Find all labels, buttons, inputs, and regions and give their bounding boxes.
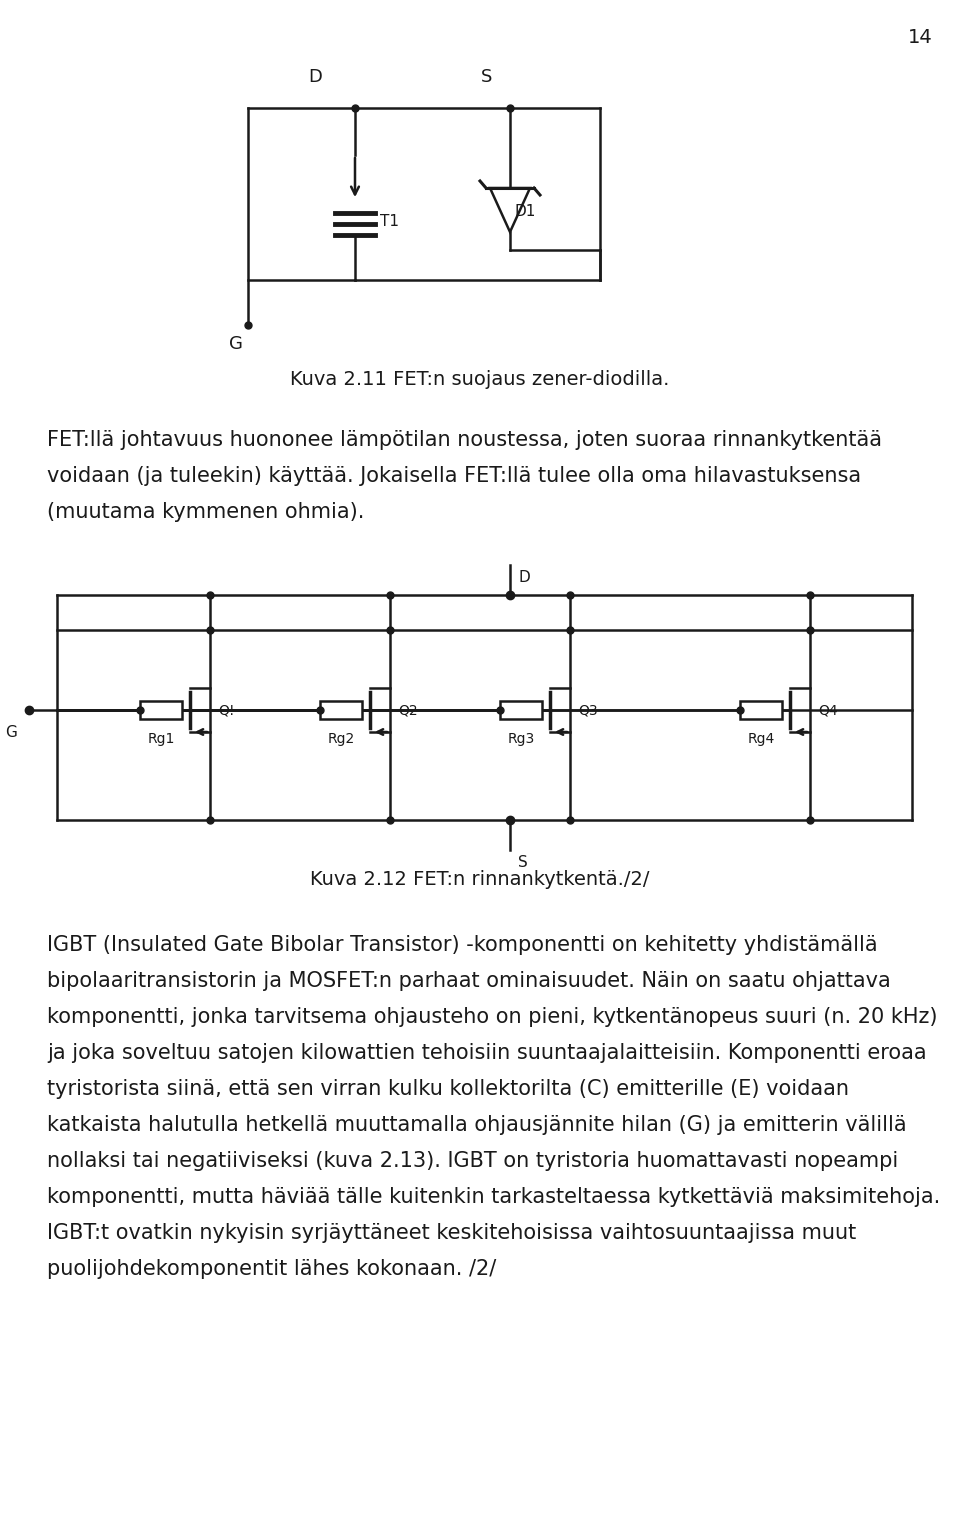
Text: Rg3: Rg3 <box>508 732 535 746</box>
Text: Rg1: Rg1 <box>147 732 175 746</box>
Text: komponentti, mutta häviää tälle kuitenkin tarkasteltaessa kytkettäviä maksimiteh: komponentti, mutta häviää tälle kuitenki… <box>47 1187 940 1207</box>
Text: Rg4: Rg4 <box>748 732 775 746</box>
Text: D1: D1 <box>514 204 536 219</box>
Text: Q3: Q3 <box>578 703 598 717</box>
Text: D: D <box>308 67 322 86</box>
Text: Q4: Q4 <box>818 703 838 717</box>
Text: komponentti, jonka tarvitsema ohjausteho on pieni, kytkentänopeus suuri (n. 20 k: komponentti, jonka tarvitsema ohjausteho… <box>47 1007 938 1026</box>
Text: IGBT (Insulated Gate Bibolar Transistor) -komponentti on kehitetty yhdistämällä: IGBT (Insulated Gate Bibolar Transistor)… <box>47 935 877 954</box>
Text: FET:llä johtavuus huononee lämpötilan noustessa, joten suoraa rinnankytkentää: FET:llä johtavuus huononee lämpötilan no… <box>47 430 882 450</box>
Text: T1: T1 <box>380 214 399 230</box>
Text: Q2: Q2 <box>398 703 418 717</box>
Bar <box>320 702 362 719</box>
Text: Kuva 2.11 FET:n suojaus zener-diodilla.: Kuva 2.11 FET:n suojaus zener-diodilla. <box>290 371 670 389</box>
Text: voidaan (ja tuleekin) käyttää. Jokaisella FET:llä tulee olla oma hilavastuksensa: voidaan (ja tuleekin) käyttää. Jokaisell… <box>47 466 861 486</box>
Text: Kuva 2.12 FET:n rinnankytkentä./2/: Kuva 2.12 FET:n rinnankytkentä./2/ <box>310 870 650 889</box>
Text: (muutama kymmenen ohmia).: (muutama kymmenen ohmia). <box>47 502 365 522</box>
Text: katkaista halutulla hetkellä muuttamalla ohjausjännite hilan (G) ja emitterin vä: katkaista halutulla hetkellä muuttamalla… <box>47 1115 906 1135</box>
Bar <box>140 702 182 719</box>
Text: S: S <box>518 855 528 870</box>
Text: Rg2: Rg2 <box>327 732 354 746</box>
Text: D: D <box>518 570 530 585</box>
Text: G: G <box>229 336 243 352</box>
Text: G: G <box>5 725 17 740</box>
Text: IGBT:t ovatkin nykyisin syrjäyttäneet keskitehoisissa vaihtosuuntaajissa muut: IGBT:t ovatkin nykyisin syrjäyttäneet ke… <box>47 1223 856 1242</box>
Bar <box>500 702 542 719</box>
Text: Q!: Q! <box>218 703 234 717</box>
Text: bipolaaritransistorin ja MOSFET:n parhaat ominaisuudet. Näin on saatu ohjattava: bipolaaritransistorin ja MOSFET:n parhaa… <box>47 971 891 991</box>
Text: ja joka soveltuu satojen kilowattien tehoisiin suuntaajalaitteisiin. Komponentti: ja joka soveltuu satojen kilowattien teh… <box>47 1043 926 1063</box>
Text: S: S <box>481 67 492 86</box>
Bar <box>740 702 782 719</box>
Text: puolijohdekomponentit lähes kokonaan. /2/: puolijohdekomponentit lähes kokonaan. /2… <box>47 1259 496 1279</box>
Text: tyristorista siinä, että sen virran kulku kollektorilta (C) emitterille (E) void: tyristorista siinä, että sen virran kulk… <box>47 1079 849 1098</box>
Text: nollaksi tai negatiiviseksi (kuva 2.13). IGBT on tyristoria huomattavasti nopeam: nollaksi tai negatiiviseksi (kuva 2.13).… <box>47 1151 899 1170</box>
Text: 14: 14 <box>907 28 932 47</box>
